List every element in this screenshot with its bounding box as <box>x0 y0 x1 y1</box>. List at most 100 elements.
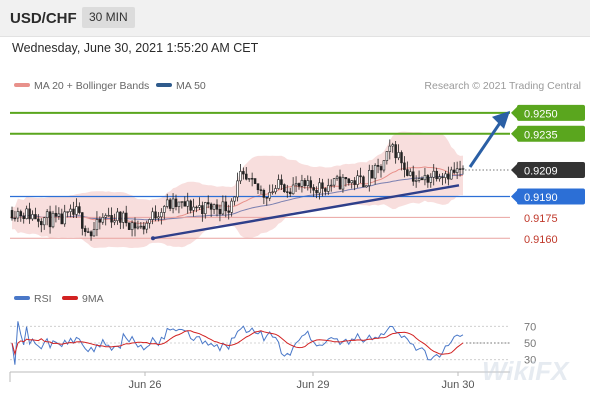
candle <box>324 187 327 196</box>
candle-body <box>209 203 213 210</box>
level-0-9250-pointer <box>511 106 517 119</box>
candle-body <box>329 184 333 187</box>
candle <box>92 221 96 237</box>
candle <box>455 161 459 179</box>
candle-body <box>423 175 427 181</box>
candle-body <box>163 206 166 213</box>
candle-body <box>145 222 148 230</box>
candle-body <box>297 183 301 187</box>
candle <box>253 178 257 184</box>
candle <box>81 212 84 236</box>
candle-body <box>385 151 389 161</box>
candle <box>25 205 28 220</box>
candle-body <box>136 226 140 229</box>
candle-body <box>160 212 163 218</box>
candle-body <box>104 215 107 218</box>
candle <box>259 185 263 195</box>
level-0-9250-label: 0.9250 <box>524 108 558 120</box>
candle <box>145 220 148 234</box>
candle-body <box>294 183 298 186</box>
header-bar: USD/CHF 30 MIN <box>0 0 590 37</box>
candle <box>247 178 251 182</box>
rsi-tick-50: 50 <box>524 338 536 350</box>
candle <box>66 211 69 218</box>
candle <box>365 185 368 188</box>
candle <box>227 204 230 220</box>
candle <box>122 210 125 229</box>
candle <box>63 204 66 227</box>
candle <box>327 178 330 195</box>
candle-body <box>201 205 204 215</box>
candle <box>186 192 189 214</box>
candle <box>288 187 292 197</box>
watermark: WikiFX <box>482 356 569 386</box>
candle <box>303 178 307 189</box>
candle-body <box>397 152 400 159</box>
candle-body <box>403 162 406 170</box>
candle-body <box>332 178 336 186</box>
candle <box>359 167 362 184</box>
level-0-9209-label: 0.9209 <box>524 166 558 178</box>
candle <box>13 210 17 222</box>
candle-body <box>236 180 239 198</box>
candle-body <box>359 175 362 178</box>
candle-body <box>22 215 25 219</box>
candle <box>157 212 160 222</box>
candle-body <box>110 215 113 223</box>
candle-body <box>60 213 64 225</box>
candle <box>104 213 107 226</box>
candle <box>215 199 219 217</box>
candle-body <box>212 204 216 210</box>
candle <box>368 164 371 192</box>
candle <box>86 227 90 233</box>
level-0-9190-pointer <box>511 190 517 203</box>
candle-body <box>306 180 310 186</box>
candle-body <box>72 208 75 215</box>
candle-body <box>426 175 430 183</box>
candle <box>133 217 137 237</box>
copyright-text: Research © 2021 Trading Central <box>424 80 581 92</box>
candle <box>447 166 450 186</box>
timeframe-button[interactable]: 30 MIN <box>82 7 135 28</box>
candle-body <box>224 201 228 212</box>
candle-body <box>406 169 409 176</box>
candle <box>101 213 105 225</box>
candle-body <box>318 182 321 194</box>
candle-body <box>221 201 225 215</box>
candle <box>409 168 412 177</box>
candle <box>353 177 356 191</box>
candle <box>406 161 409 177</box>
candle-body <box>309 180 312 188</box>
candle <box>34 207 37 220</box>
candle <box>165 193 169 209</box>
candle <box>174 194 178 211</box>
candle-body <box>42 217 46 226</box>
rsi-ma-legend-label: 9MA <box>82 293 104 305</box>
candle <box>168 197 172 212</box>
candle-body <box>362 176 365 188</box>
candle <box>300 174 304 193</box>
candle-body <box>101 217 105 223</box>
candle <box>271 184 274 195</box>
candle-body <box>31 214 34 220</box>
candle <box>344 177 348 187</box>
candle-body <box>148 219 151 224</box>
candle <box>54 205 58 223</box>
candle <box>382 160 386 173</box>
candle <box>45 209 49 226</box>
candle-body <box>89 231 93 237</box>
candle-body <box>57 213 61 217</box>
candle <box>312 184 315 197</box>
candle <box>189 199 192 214</box>
legend-ma50-label: MA 50 <box>176 80 206 92</box>
candle <box>423 167 427 186</box>
candle <box>309 176 312 194</box>
candle <box>391 142 394 153</box>
candle <box>379 164 383 178</box>
candle-body <box>34 214 37 220</box>
x-tick-label: Jun 30 <box>441 379 474 391</box>
candle-body <box>113 220 116 223</box>
candle-body <box>98 219 102 223</box>
candle-body <box>25 208 28 219</box>
candle-body <box>45 211 49 219</box>
